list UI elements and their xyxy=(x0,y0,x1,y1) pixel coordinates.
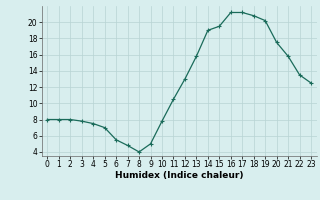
X-axis label: Humidex (Indice chaleur): Humidex (Indice chaleur) xyxy=(115,171,244,180)
